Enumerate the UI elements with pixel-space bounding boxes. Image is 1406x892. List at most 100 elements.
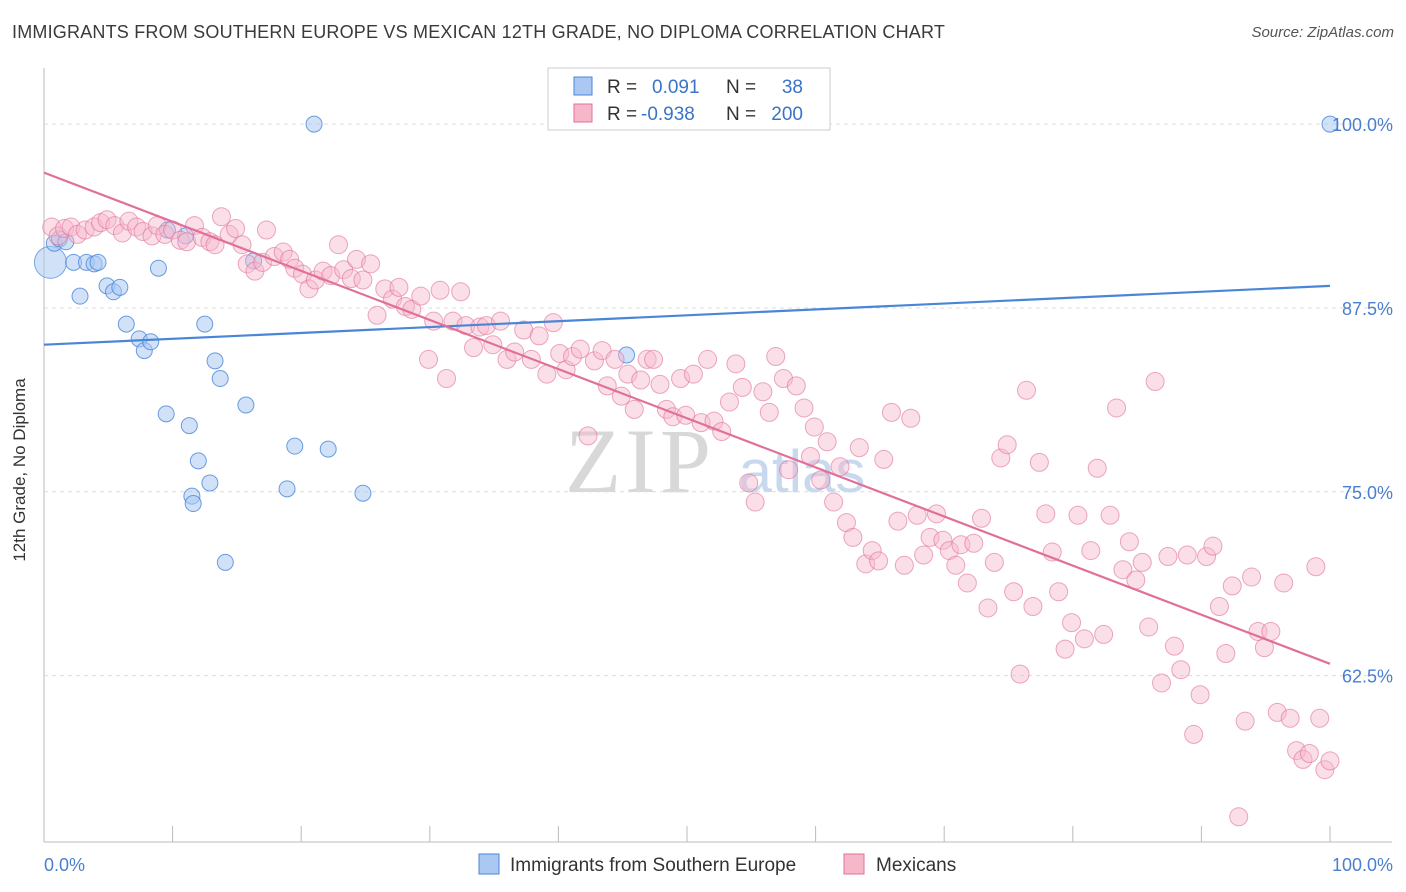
data-point-mexicans bbox=[1315, 760, 1335, 780]
data-point-mexicans bbox=[361, 254, 381, 274]
data-point-mexicans bbox=[605, 349, 625, 369]
data-point-mexicans bbox=[61, 217, 81, 237]
y-tick-label: 62.5% bbox=[1342, 667, 1393, 687]
data-point-mexicans bbox=[1235, 711, 1255, 731]
data-point-mexicans bbox=[1107, 398, 1127, 418]
legend-r-label-pink: R = bbox=[607, 104, 637, 125]
data-point-southern-europe bbox=[111, 278, 129, 296]
data-point-mexicans bbox=[1119, 532, 1139, 552]
data-point-mexicans bbox=[830, 457, 850, 477]
data-point-mexicans bbox=[786, 376, 806, 396]
data-point-mexicans bbox=[804, 417, 824, 437]
data-point-mexicans bbox=[1010, 664, 1030, 684]
data-point-mexicans bbox=[491, 311, 511, 331]
data-point-mexicans bbox=[1049, 582, 1069, 602]
data-point-mexicans bbox=[1229, 807, 1249, 827]
bottom-legend-swatch-blue bbox=[478, 853, 500, 875]
data-point-mexicans bbox=[997, 435, 1017, 455]
data-point-mexicans bbox=[1062, 613, 1082, 633]
y-tick-label: 87.5% bbox=[1342, 299, 1393, 319]
data-point-mexicans bbox=[732, 377, 752, 397]
data-point-southern-europe bbox=[237, 396, 255, 414]
data-point-mexicans bbox=[237, 254, 257, 274]
data-point-mexicans bbox=[1171, 660, 1191, 680]
data-point-mexicans bbox=[946, 555, 966, 575]
legend-r-label-blue: R = bbox=[607, 77, 637, 98]
legend-r-value-pink: -0.938 bbox=[641, 104, 695, 125]
data-point-mexicans bbox=[1274, 573, 1294, 593]
data-point-mexicans bbox=[631, 370, 651, 390]
data-point-mexicans bbox=[957, 573, 977, 593]
data-point-southern-europe bbox=[157, 405, 175, 423]
data-point-mexicans bbox=[618, 364, 638, 384]
y-tick-label: 100.0% bbox=[1332, 115, 1393, 135]
bottom-legend-swatch-pink bbox=[843, 853, 865, 875]
data-point-mexicans bbox=[1132, 552, 1152, 572]
data-point-mexicans bbox=[984, 552, 1004, 572]
data-point-southern-europe bbox=[206, 352, 224, 370]
data-point-mexicans bbox=[570, 339, 590, 359]
data-point-mexicans bbox=[650, 374, 670, 394]
data-point-mexicans bbox=[1036, 504, 1056, 524]
data-point-mexicans bbox=[55, 219, 75, 239]
legend-box bbox=[547, 67, 831, 131]
data-point-mexicans bbox=[1306, 557, 1326, 577]
data-point-southern-europe bbox=[180, 417, 198, 435]
data-point-southern-europe bbox=[211, 370, 229, 388]
bottom-legend-label-blue: Immigrants from Southern Europe bbox=[510, 855, 796, 876]
data-point-mexicans bbox=[105, 216, 125, 236]
data-point-mexicans bbox=[726, 354, 746, 374]
bottom-legend: Immigrants from Southern Europe Mexicans bbox=[478, 853, 956, 876]
data-point-mexicans bbox=[1164, 636, 1184, 656]
data-point-mexicans bbox=[881, 402, 901, 422]
data-point-mexicans bbox=[1023, 596, 1043, 616]
data-point-mexicans bbox=[683, 364, 703, 384]
axes bbox=[43, 68, 1392, 843]
data-point-mexicans bbox=[759, 402, 779, 422]
legend-r-value-blue: 0.091 bbox=[652, 77, 700, 98]
data-point-southern-europe bbox=[117, 315, 135, 333]
data-point-mexicans bbox=[1190, 685, 1210, 705]
data-point-mexicans bbox=[637, 349, 657, 369]
data-point-mexicans bbox=[914, 545, 934, 565]
data-point-mexicans bbox=[419, 349, 439, 369]
trend-line-southern-europe bbox=[43, 284, 1331, 346]
data-point-mexicans bbox=[933, 530, 953, 550]
data-point-southern-europe bbox=[1321, 115, 1339, 133]
data-point-mexicans bbox=[375, 279, 395, 299]
bottom-legend-label-pink: Mexicans bbox=[876, 855, 956, 876]
data-point-mexicans bbox=[584, 351, 604, 371]
data-point-mexicans bbox=[389, 277, 409, 297]
data-point-southern-europe bbox=[319, 440, 337, 458]
data-point-mexicans bbox=[1074, 629, 1094, 649]
data-point-mexicans bbox=[794, 398, 814, 418]
legend-swatch-pink bbox=[573, 103, 593, 123]
data-point-mexicans bbox=[451, 282, 471, 302]
data-point-mexicans bbox=[211, 207, 231, 227]
data-point-mexicans bbox=[133, 221, 153, 241]
data-point-mexicans bbox=[817, 432, 837, 452]
data-point-southern-europe bbox=[618, 346, 636, 364]
data-point-southern-europe bbox=[33, 245, 67, 279]
data-point-southern-europe bbox=[142, 333, 160, 351]
legend: R = 0.091 N = 38 R = -0.938 N = 200 bbox=[547, 67, 831, 131]
data-point-mexicans bbox=[811, 470, 831, 490]
data-point-southern-europe bbox=[286, 437, 304, 455]
data-point-mexicans bbox=[1087, 458, 1107, 478]
x-tick-label: 100.0% bbox=[1332, 855, 1393, 875]
data-point-mexicans bbox=[1267, 702, 1287, 722]
x-tick-label: 0.0% bbox=[44, 855, 85, 875]
data-point-southern-europe bbox=[89, 253, 107, 271]
data-point-mexicans bbox=[353, 270, 373, 290]
trend-lines bbox=[43, 171, 1331, 665]
data-point-mexicans bbox=[470, 317, 490, 337]
data-point-mexicans bbox=[849, 438, 869, 458]
data-point-mexicans bbox=[1177, 545, 1197, 565]
legend-n-label-pink: N = bbox=[726, 104, 756, 125]
legend-swatch-blue bbox=[573, 76, 593, 96]
data-point-mexicans bbox=[346, 249, 366, 269]
data-point-mexicans bbox=[1068, 505, 1088, 525]
data-point-mexicans bbox=[1004, 582, 1024, 602]
data-point-mexicans bbox=[920, 527, 940, 547]
